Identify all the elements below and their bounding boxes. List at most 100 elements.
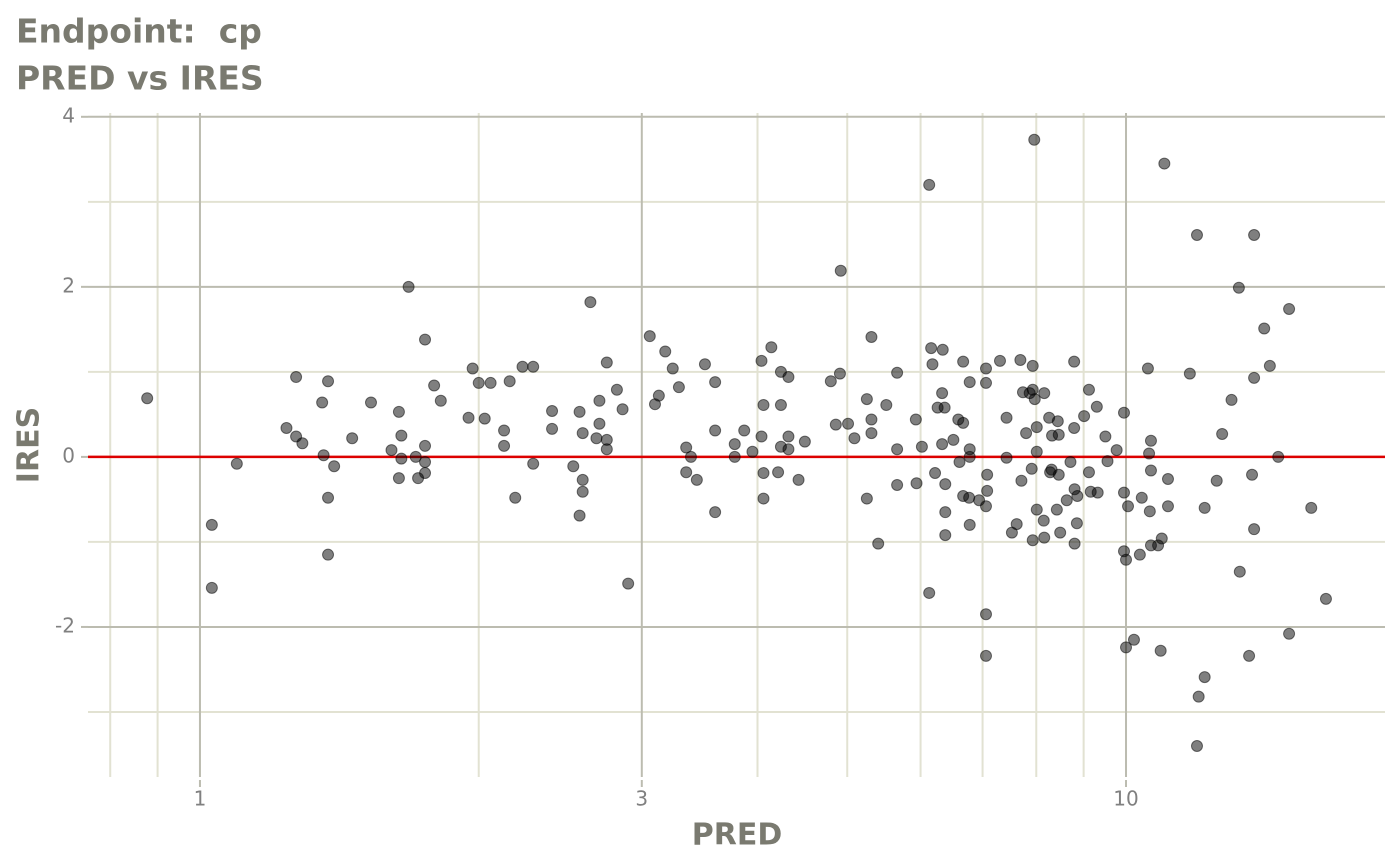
point	[1052, 428, 1065, 441]
point	[1110, 444, 1123, 457]
point	[395, 452, 408, 465]
point	[865, 427, 878, 440]
point	[1233, 565, 1246, 578]
point	[1090, 400, 1103, 413]
point	[880, 399, 893, 412]
point	[546, 404, 559, 417]
point	[929, 467, 942, 480]
point	[290, 370, 303, 383]
point	[419, 456, 432, 469]
point	[1050, 503, 1063, 516]
point	[963, 491, 976, 504]
point	[1248, 523, 1261, 536]
point	[1192, 690, 1205, 703]
point	[963, 518, 976, 531]
point	[1068, 421, 1081, 434]
point	[979, 376, 992, 389]
point	[865, 331, 878, 344]
point	[772, 466, 785, 479]
point	[774, 399, 787, 412]
point	[590, 432, 603, 445]
point	[616, 403, 629, 416]
point	[1133, 548, 1146, 561]
point	[1060, 494, 1073, 507]
point	[484, 376, 497, 389]
x-tick-label: 10	[1113, 787, 1138, 811]
point	[472, 376, 485, 389]
point	[993, 354, 1006, 367]
point	[1101, 455, 1114, 468]
point	[1143, 505, 1156, 518]
point	[1028, 133, 1041, 146]
point	[322, 491, 335, 504]
point	[1015, 474, 1028, 487]
point	[1064, 456, 1077, 469]
point	[1026, 534, 1039, 547]
point	[957, 355, 970, 368]
point	[1263, 359, 1276, 372]
point	[1020, 427, 1033, 440]
point	[1025, 462, 1038, 475]
point	[584, 296, 597, 309]
point	[728, 438, 741, 451]
point	[891, 443, 904, 456]
point	[1000, 411, 1013, 424]
point	[936, 438, 949, 451]
point	[1091, 486, 1104, 499]
point	[1283, 302, 1296, 315]
point	[1154, 644, 1167, 657]
point	[1190, 228, 1203, 241]
point	[392, 405, 405, 418]
point	[1054, 526, 1067, 539]
point	[478, 412, 491, 425]
point	[1122, 500, 1135, 513]
point	[466, 362, 479, 375]
point	[979, 500, 992, 513]
point	[1117, 406, 1130, 419]
point	[527, 457, 540, 470]
point	[498, 439, 511, 452]
point	[1070, 517, 1083, 530]
point	[316, 396, 329, 409]
point	[757, 492, 770, 505]
point	[1143, 447, 1156, 460]
point	[798, 435, 811, 448]
point	[600, 443, 613, 456]
point	[939, 529, 952, 542]
point	[1099, 430, 1112, 443]
point	[428, 379, 441, 392]
point	[891, 478, 904, 491]
point	[755, 430, 768, 443]
point	[205, 581, 218, 594]
point	[698, 358, 711, 371]
point	[1120, 553, 1133, 566]
point	[527, 360, 540, 373]
point	[782, 443, 795, 456]
point	[1082, 383, 1095, 396]
point	[364, 396, 377, 409]
point	[296, 437, 309, 450]
point	[462, 411, 475, 424]
point	[516, 360, 529, 373]
point	[576, 427, 589, 440]
point	[981, 468, 994, 481]
point	[1117, 486, 1130, 499]
y-tick-label: 0	[62, 443, 75, 467]
point	[419, 439, 432, 452]
point	[546, 422, 559, 435]
point	[419, 467, 432, 480]
point	[1248, 228, 1261, 241]
point	[738, 424, 751, 437]
point	[1225, 393, 1238, 406]
point	[1028, 393, 1041, 406]
point	[1030, 445, 1043, 458]
point	[419, 333, 432, 346]
point	[576, 473, 589, 486]
point	[593, 394, 606, 407]
point	[860, 393, 873, 406]
point	[1068, 355, 1081, 368]
point	[1068, 537, 1081, 550]
point	[938, 401, 951, 414]
point	[782, 430, 795, 443]
point	[936, 387, 949, 400]
